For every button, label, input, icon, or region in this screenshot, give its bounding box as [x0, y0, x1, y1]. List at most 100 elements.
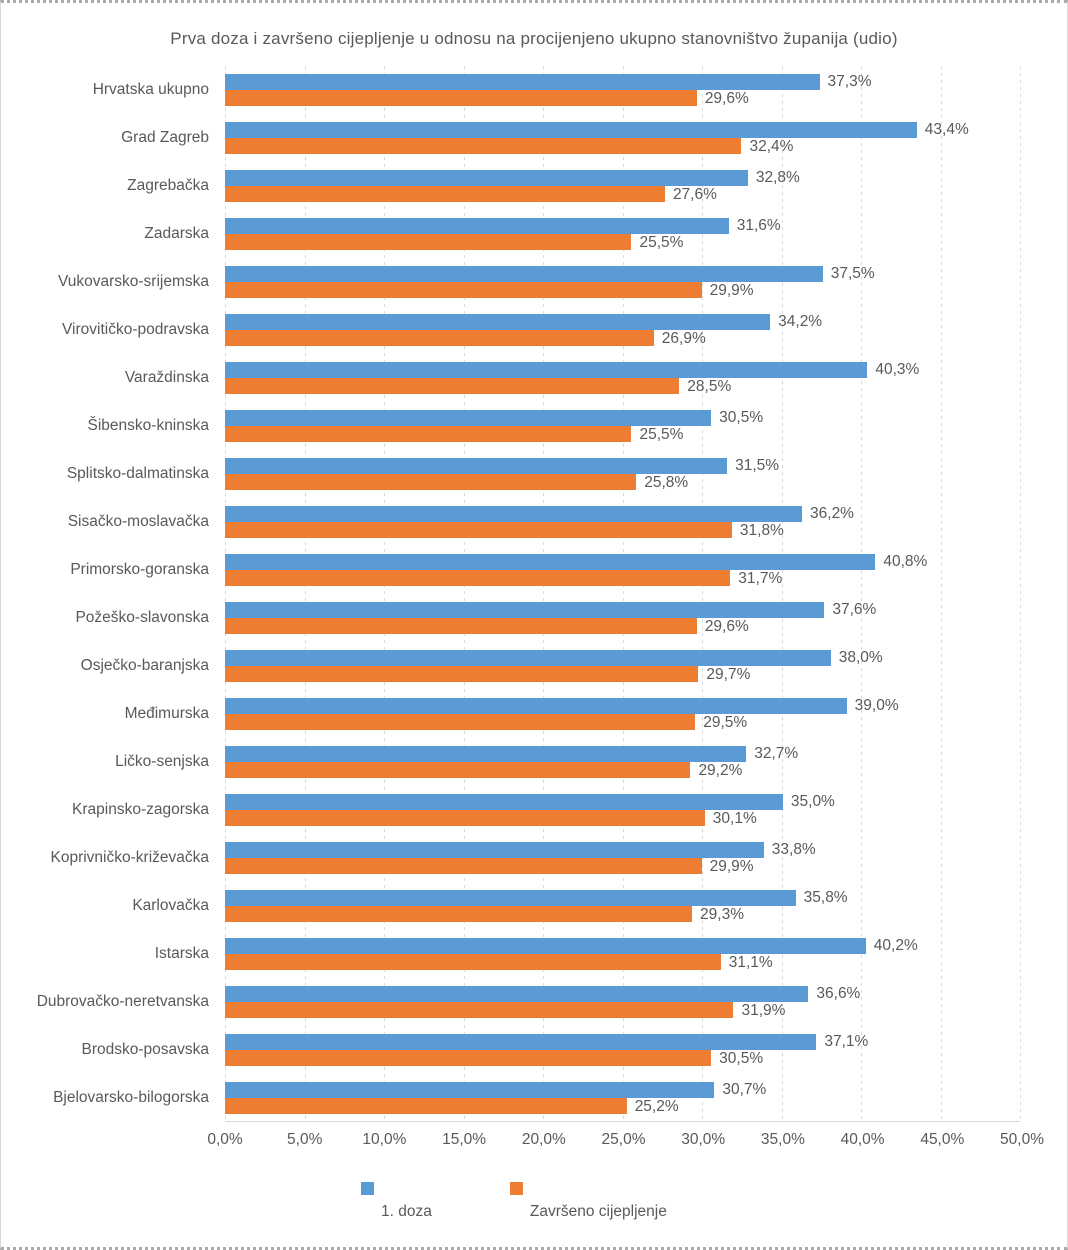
bar-completed [225, 762, 691, 778]
bar-completed [225, 426, 632, 442]
gridline [463, 66, 465, 1121]
data-label-first-dose: 35,8% [803, 889, 848, 906]
data-label-completed: 29,3% [700, 906, 744, 923]
bar-first-dose [225, 74, 820, 90]
category-label: Dubrovačko-neretvanska [36, 993, 209, 1010]
x-tick-label: 45,0% [920, 1131, 965, 1148]
data-label-first-dose: 37,3% [827, 73, 872, 90]
chart-row: Splitsko-dalmatinska 31,5% 25,8% [1, 450, 1067, 498]
chart-row: Hrvatska ukupno 37,3% 29,6% [1, 66, 1067, 114]
data-label-completed: 29,6% [704, 90, 749, 107]
bar-first-dose [225, 218, 729, 234]
bar-completed [225, 330, 654, 346]
bar-first-dose [225, 890, 796, 906]
data-label-first-dose: 36,6% [816, 985, 861, 1002]
bar-completed [225, 714, 696, 730]
x-tick-label: 40,0% [840, 1131, 885, 1148]
bar-completed [225, 858, 702, 874]
category-label: Splitsko-dalmatinska [66, 465, 209, 482]
bar-completed [225, 906, 693, 922]
data-label-first-dose: 35,0% [790, 793, 835, 810]
data-label-first-dose: 31,5% [735, 457, 780, 474]
bar-first-dose [225, 410, 712, 426]
bar-group: 39,0% 29,5% [225, 690, 1022, 738]
category-label: Karlovačka [132, 897, 209, 914]
data-label-first-dose: 30,5% [719, 409, 764, 426]
x-tick-label: 10,0% [362, 1131, 407, 1148]
category-label: Zagrebačka [127, 177, 209, 194]
category-label: Međimurska [124, 705, 209, 722]
data-label-completed: 29,7% [706, 666, 751, 683]
data-label-completed: 26,9% [661, 330, 706, 347]
legend-marker-completed-icon [509, 1182, 523, 1195]
chart-row: Osječko-baranjska 38,0% 29,7% [1, 642, 1067, 690]
legend-label-first-dose: 1. doza [381, 1203, 432, 1220]
category-label: Osječko-baranjska [80, 657, 209, 674]
data-label-completed: 29,2% [698, 762, 743, 779]
x-tick-label: 5,0% [287, 1131, 323, 1148]
category-label: Šibensko-kninska [87, 417, 209, 434]
bar-group: 31,6% 25,5% [225, 210, 1022, 258]
data-label-completed: 25,5% [639, 234, 684, 251]
chart-row: Sisačko-moslavačka 36,2% 31,8% [1, 498, 1067, 546]
data-label-completed: 25,5% [639, 426, 684, 443]
bar-first-dose [225, 266, 823, 282]
x-tick-label: 50,0% [1000, 1131, 1044, 1148]
bar-first-dose [225, 986, 809, 1002]
bar-group: 34,2% 26,9% [225, 306, 1022, 354]
bar-completed [225, 282, 702, 298]
data-label-completed: 25,2% [634, 1098, 679, 1115]
gridline [861, 66, 862, 1121]
bar-group: 36,2% 31,8% [225, 498, 1022, 546]
data-label-completed: 29,6% [704, 618, 749, 635]
bar-completed [225, 810, 705, 826]
bar-group: 37,6% 29,6% [225, 594, 1022, 642]
bar-group: 43,4% 32,4% [225, 114, 1022, 162]
data-label-first-dose: 40,3% [875, 361, 920, 378]
bar-first-dose [225, 362, 868, 378]
gridline [384, 66, 385, 1121]
chart-row: Dubrovačko-neretvanska 36,6% 31,9% [1, 978, 1067, 1026]
bar-group: 30,5% 25,5% [225, 402, 1022, 450]
data-label-completed: 31,9% [741, 1002, 786, 1019]
bar-completed [225, 1002, 734, 1018]
chart-row: Brodsko-posavska 37,1% 30,5% [1, 1026, 1067, 1074]
bar-completed [225, 618, 697, 634]
category-label: Vukovarsko-srijemska [57, 273, 209, 290]
bar-group: 32,8% 27,6% [225, 162, 1022, 210]
category-label: Brodsko-posavska [81, 1041, 209, 1058]
chart-row: Virovitičko-podravska 34,2% 26,9% [1, 306, 1067, 354]
bar-first-dose [225, 1082, 715, 1098]
bar-completed [225, 186, 665, 202]
plot-area: Hrvatska ukupno 37,3% 29,6% Grad Zagreb 43,4… [1, 66, 1067, 1122]
gridline [940, 66, 942, 1121]
data-label-first-dose: 40,2% [873, 937, 918, 954]
bar-group: 37,3% 29,6% [225, 66, 1022, 114]
bar-group: 40,8% 31,7% [225, 546, 1022, 594]
bar-completed [225, 90, 697, 106]
chart-row: Zagrebačka 32,8% 27,6% [1, 162, 1067, 210]
legend: 1. doza Završeno cijepljenje [361, 1182, 1067, 1221]
bar-group: 33,8% 29,9% [225, 834, 1022, 882]
bar-first-dose [225, 842, 764, 858]
bar-first-dose [225, 1034, 817, 1050]
bar-first-dose [225, 458, 728, 474]
gridline [781, 66, 783, 1121]
gridline [225, 66, 226, 1121]
bar-group: 40,2% 31,1% [225, 930, 1022, 978]
bar-group: 37,5% 29,9% [225, 258, 1022, 306]
bar-completed [225, 522, 732, 538]
legend-item-completed: Završeno cijepljenje [509, 1182, 667, 1221]
data-label-first-dose: 34,2% [778, 313, 823, 330]
x-tick-label: 30,0% [681, 1131, 726, 1148]
chart-title: Prva doza i završeno cijepljenje u odnos… [170, 29, 898, 48]
data-label-first-dose: 39,0% [854, 697, 899, 714]
legend-marker-first-dose-icon [361, 1182, 374, 1195]
chart-row: Karlovačka 35,8% 29,3% [1, 882, 1067, 930]
data-label-first-dose: 37,5% [830, 265, 875, 282]
bar-group: 37,1% 30,5% [225, 1026, 1022, 1074]
data-label-completed: 31,8% [739, 522, 784, 539]
bar-first-dose [225, 554, 876, 570]
category-label: Ličko-senjska [115, 753, 209, 770]
